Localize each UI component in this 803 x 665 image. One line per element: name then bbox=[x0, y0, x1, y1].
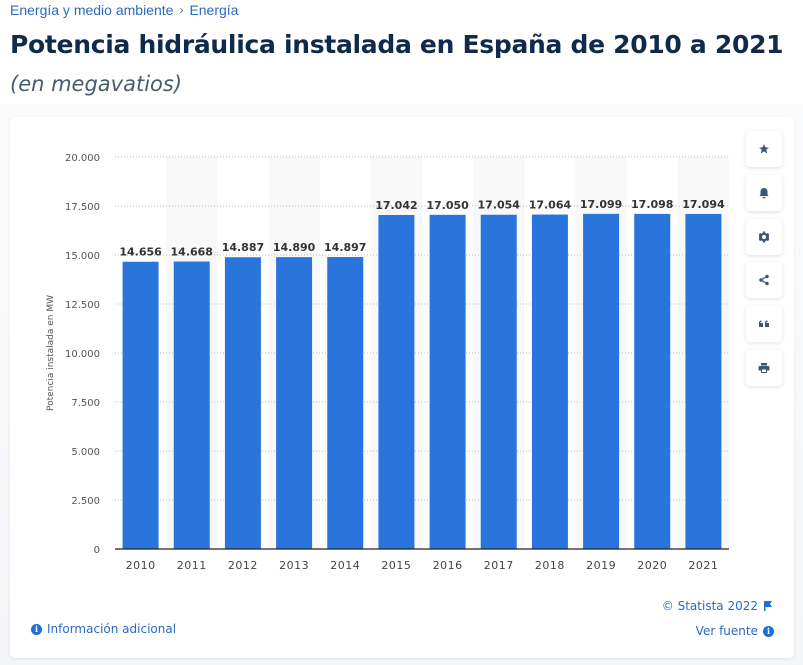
info-icon: i bbox=[763, 625, 774, 637]
copyright-label: © Statista 2022 bbox=[661, 599, 758, 613]
data-label: 17.064 bbox=[529, 199, 572, 212]
bar bbox=[685, 213, 722, 550]
breadcrumb-energy[interactable]: Energía bbox=[189, 2, 239, 18]
x-tick-label: 2019 bbox=[586, 559, 616, 572]
bar bbox=[327, 257, 364, 549]
gear-icon bbox=[758, 231, 770, 243]
data-label: 17.099 bbox=[580, 198, 622, 211]
bar bbox=[480, 214, 517, 550]
view-source-link[interactable]: Ver fuente i bbox=[696, 624, 774, 638]
bar bbox=[634, 213, 671, 549]
bar bbox=[224, 257, 261, 549]
printer-icon bbox=[758, 363, 770, 373]
additional-info-label: Información adicional bbox=[47, 622, 177, 636]
share-icon bbox=[759, 274, 769, 286]
notification-button[interactable] bbox=[746, 175, 782, 211]
y-tick-label: 12.500 bbox=[65, 300, 100, 311]
x-tick-label: 2011 bbox=[177, 559, 207, 572]
x-tick-label: 2016 bbox=[433, 559, 463, 572]
flag-icon bbox=[764, 601, 772, 611]
settings-button[interactable] bbox=[746, 219, 782, 255]
bar bbox=[122, 261, 159, 549]
info-icon: i bbox=[31, 623, 42, 635]
data-label: 17.054 bbox=[478, 199, 521, 212]
y-axis-label: Potencia instalada en MW bbox=[46, 295, 56, 411]
bar bbox=[583, 213, 620, 549]
x-tick-label: 2012 bbox=[228, 559, 258, 572]
view-source-label: Ver fuente bbox=[695, 624, 758, 638]
data-label: 17.050 bbox=[426, 199, 469, 212]
data-label: 14.668 bbox=[171, 246, 213, 259]
y-tick-label: 10.000 bbox=[65, 349, 100, 360]
bar bbox=[429, 214, 466, 549]
x-tick-label: 2015 bbox=[381, 559, 411, 572]
y-tick-label: 5.000 bbox=[71, 447, 100, 458]
x-tick-label: 2017 bbox=[484, 559, 514, 572]
breadcrumb-separator: › bbox=[179, 3, 184, 17]
data-label: 14.656 bbox=[119, 246, 162, 259]
breadcrumb: Energía y medio ambiente › Energía bbox=[10, 2, 238, 18]
bar bbox=[276, 257, 313, 549]
page-title: Potencia hidráulica instalada en España … bbox=[10, 30, 784, 59]
x-tick-label: 2018 bbox=[535, 559, 565, 572]
data-label: 14.897 bbox=[324, 241, 366, 254]
data-label: 17.094 bbox=[682, 198, 725, 211]
bar bbox=[378, 214, 415, 549]
bar bbox=[173, 261, 210, 549]
y-tick-label: 17.500 bbox=[65, 202, 100, 213]
y-tick-label: 7.500 bbox=[71, 398, 100, 409]
print-button[interactable] bbox=[746, 350, 782, 386]
data-label: 14.887 bbox=[222, 241, 264, 254]
share-button[interactable] bbox=[746, 262, 782, 298]
y-tick-label: 15.000 bbox=[65, 251, 100, 262]
y-tick-label: 0 bbox=[94, 545, 100, 556]
bell-icon bbox=[759, 188, 769, 199]
data-label: 14.890 bbox=[273, 241, 316, 254]
data-label: 17.042 bbox=[375, 199, 417, 212]
y-tick-label: 2.500 bbox=[71, 496, 100, 507]
data-label: 17.098 bbox=[631, 198, 673, 211]
x-tick-label: 2020 bbox=[637, 559, 667, 572]
x-tick-label: 2021 bbox=[688, 559, 718, 572]
favorite-button[interactable] bbox=[746, 131, 782, 167]
additional-info-link[interactable]: i Información adicional bbox=[31, 622, 176, 636]
x-tick-label: 2014 bbox=[330, 559, 360, 572]
statista-copyright-link[interactable]: © Statista 2022 bbox=[662, 599, 773, 613]
quote-icon bbox=[759, 320, 769, 327]
bar bbox=[531, 214, 568, 549]
y-tick-label: 20.000 bbox=[65, 153, 100, 164]
breadcrumb-energy-environment[interactable]: Energía y medio ambiente bbox=[10, 2, 174, 18]
cite-button[interactable] bbox=[746, 306, 782, 342]
page-subtitle: (en megavatios) bbox=[10, 72, 183, 96]
star-icon bbox=[759, 144, 769, 154]
x-tick-label: 2010 bbox=[126, 559, 156, 572]
x-tick-label: 2013 bbox=[279, 559, 309, 572]
